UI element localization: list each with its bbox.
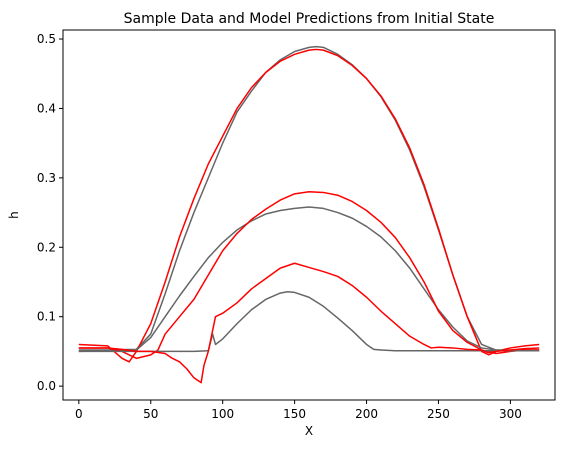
y-tick-label: 0.2 <box>37 240 56 254</box>
x-tick-label: 50 <box>143 407 158 421</box>
x-tick-label: 100 <box>211 407 234 421</box>
chart-title: Sample Data and Model Predictions from I… <box>124 11 495 27</box>
x-tick-label: 150 <box>283 407 306 421</box>
y-tick-label: 0.3 <box>37 171 56 185</box>
series-line-2 <box>78 48 540 363</box>
plot-frame <box>62 29 556 401</box>
x-tick-label: 0 <box>75 407 83 421</box>
series-line-4 <box>78 190 540 360</box>
series-layer <box>78 45 540 384</box>
x-tick-label: 250 <box>427 407 450 421</box>
series-line-3 <box>78 206 540 353</box>
y-tick-label: 0.5 <box>37 32 56 46</box>
x-tick-label: 300 <box>499 407 522 421</box>
x-axis-ticks: 0 50 100 150 200 250 300 <box>75 400 522 421</box>
x-tick-label: 200 <box>355 407 378 421</box>
y-tick-label: 0.1 <box>37 310 56 324</box>
series-line-5 <box>78 290 540 353</box>
y-axis-label: h <box>7 211 21 219</box>
y-tick-label: 0.4 <box>37 101 56 115</box>
y-axis-ticks: 0.0 0.1 0.2 0.3 0.4 0.5 <box>37 32 63 393</box>
x-axis-label: X <box>305 424 313 438</box>
series-line-6 <box>78 262 540 384</box>
y-tick-label: 0.0 <box>37 379 56 393</box>
